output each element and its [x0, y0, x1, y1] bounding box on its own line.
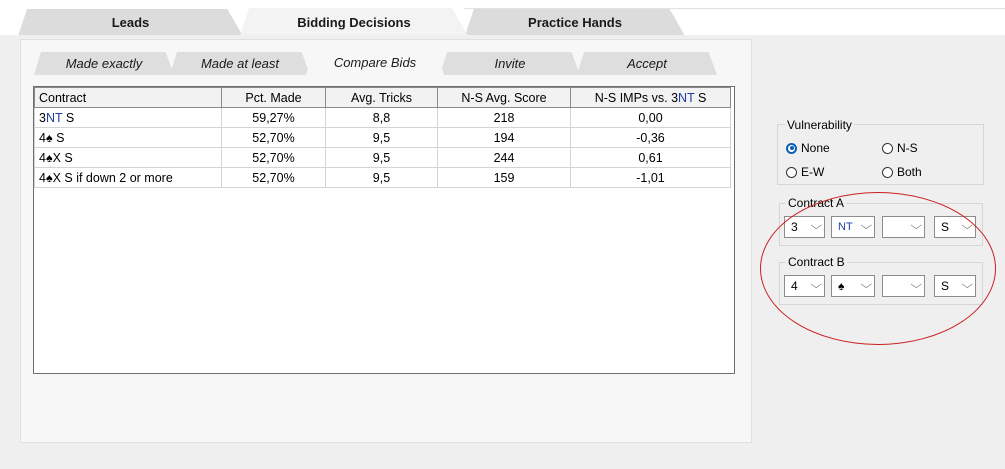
col-header-imps-suffix: S	[694, 90, 707, 105]
vulnerability-title: Vulnerability	[785, 118, 854, 132]
col-header-avg-tricks[interactable]: Avg. Tricks	[325, 87, 438, 108]
cell-contract: 4♠X S if down 2 or more	[34, 167, 222, 188]
cell-contract: 3NT S	[34, 107, 222, 128]
col-header-avg-score[interactable]: N-S Avg. Score	[437, 87, 571, 108]
annotation-circle	[760, 192, 996, 345]
contract-rest: S	[62, 110, 75, 125]
col-header-contract[interactable]: Contract	[34, 87, 222, 108]
tab-compare-bids[interactable]: Compare Bids	[306, 50, 444, 75]
contract-rest: X S	[52, 150, 73, 165]
cell-avg-tricks: 9,5	[325, 147, 438, 168]
radio-ns[interactable]: N-S	[882, 141, 918, 155]
col-header-imps-nt: NT	[678, 90, 695, 105]
col-header-imps[interactable]: N-S IMPs vs. 3NT S	[570, 87, 731, 108]
cell-avg-tricks: 8,8	[325, 107, 438, 128]
tab-made-exactly[interactable]: Made exactly	[34, 52, 174, 75]
table-row[interactable]: 4♠ S 52,70% 9,5 194 -0,36	[34, 127, 731, 148]
radio-ns-label: N-S	[897, 141, 918, 155]
tab-practice-hands[interactable]: Practice Hands	[465, 9, 685, 36]
radio-none[interactable]: None	[786, 141, 830, 155]
contract-strain: ♠	[45, 170, 53, 185]
table-row[interactable]: 3NT S 59,27% 8,8 218 0,00	[34, 107, 731, 128]
results-grid[interactable]: Contract Pct. Made Avg. Tricks N-S Avg. …	[33, 86, 735, 374]
cell-contract: 4♠ S	[34, 127, 222, 148]
contract-level: 4	[39, 170, 46, 185]
tab-leads[interactable]: Leads	[18, 9, 243, 36]
col-header-imps-prefix: N-S IMPs vs. 3	[594, 90, 679, 105]
radio-none-label: None	[801, 141, 830, 155]
radio-icon	[786, 166, 797, 178]
contract-rest: S	[52, 130, 65, 145]
contract-strain: NT	[45, 110, 63, 125]
radio-ew[interactable]: E-W	[786, 165, 824, 179]
cell-pct-made: 52,70%	[221, 167, 326, 188]
tab-made-at-least[interactable]: Made at least	[170, 52, 310, 75]
cell-avg-score: 159	[437, 167, 571, 188]
tab-accept[interactable]: Accept	[577, 52, 717, 75]
cell-pct-made: 59,27%	[221, 107, 326, 128]
radio-ew-label: E-W	[801, 165, 825, 179]
grid-header-row: Contract Pct. Made Avg. Tricks N-S Avg. …	[34, 87, 731, 108]
radio-both[interactable]: Both	[882, 165, 922, 179]
contract-level: 3	[39, 110, 46, 125]
contract-level: 4	[39, 130, 46, 145]
radio-icon	[882, 142, 893, 154]
top-tab-strip: Leads Practice Hands Bidding Decisions	[0, 0, 1005, 36]
cell-pct-made: 52,70%	[221, 147, 326, 168]
cell-pct-made: 52,70%	[221, 127, 326, 148]
tab-invite[interactable]: Invite	[440, 52, 580, 75]
radio-selected-icon	[786, 142, 797, 154]
cell-avg-tricks: 9,5	[325, 127, 438, 148]
contract-rest: X S if down 2 or more	[52, 170, 173, 185]
cell-avg-score: 218	[437, 107, 571, 128]
cell-avg-score: 194	[437, 127, 571, 148]
cell-contract: 4♠X S	[34, 147, 222, 168]
cell-avg-tricks: 9,5	[325, 167, 438, 188]
contract-strain: ♠	[45, 130, 53, 145]
contract-level: 4	[39, 150, 46, 165]
contract-strain: ♠	[45, 150, 53, 165]
table-row[interactable]: 4♠X S if down 2 or more 52,70% 9,5 159 -…	[34, 167, 731, 188]
cell-imps: -0,36	[570, 127, 731, 148]
cell-imps: -1,01	[570, 167, 731, 188]
tab-bidding-decisions[interactable]: Bidding Decisions	[240, 8, 468, 36]
tab-strip-line	[464, 8, 1005, 9]
cell-imps: 0,00	[570, 107, 731, 128]
cell-avg-score: 244	[437, 147, 571, 168]
table-row[interactable]: 4♠X S 52,70% 9,5 244 0,61	[34, 147, 731, 168]
radio-icon	[882, 166, 893, 178]
cell-imps: 0,61	[570, 147, 731, 168]
radio-both-label: Both	[897, 165, 922, 179]
col-header-pct-made[interactable]: Pct. Made	[221, 87, 326, 108]
vulnerability-group: Vulnerability None N-S E-W Both	[777, 118, 984, 185]
